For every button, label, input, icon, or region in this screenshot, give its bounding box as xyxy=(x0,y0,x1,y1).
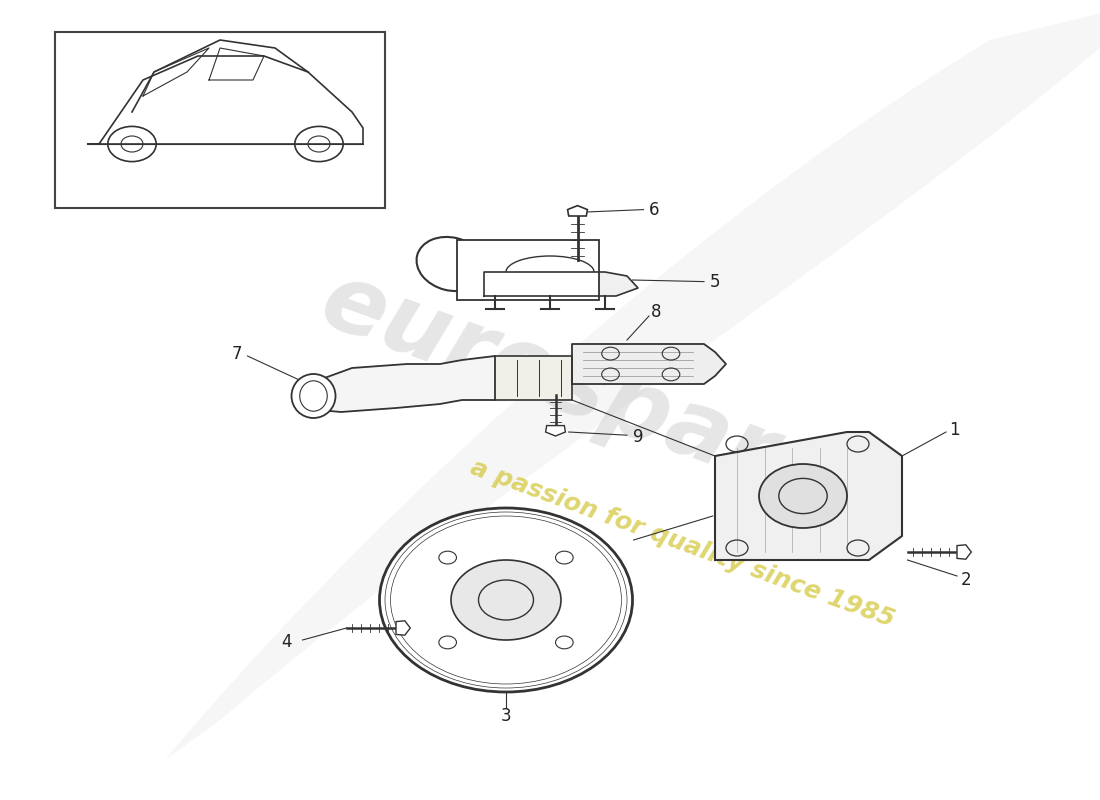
Text: 1: 1 xyxy=(949,421,960,438)
Polygon shape xyxy=(396,621,410,635)
Text: 4: 4 xyxy=(280,634,292,651)
Text: 9: 9 xyxy=(632,428,644,446)
Ellipse shape xyxy=(292,374,336,418)
Polygon shape xyxy=(568,206,587,216)
PathPatch shape xyxy=(165,0,1100,760)
Text: 5: 5 xyxy=(710,273,720,290)
Circle shape xyxy=(759,464,847,528)
Circle shape xyxy=(379,508,632,692)
Text: 6: 6 xyxy=(649,201,660,218)
Text: 3: 3 xyxy=(500,707,512,725)
Circle shape xyxy=(451,560,561,640)
Text: 7: 7 xyxy=(231,345,242,362)
Text: 2: 2 xyxy=(960,571,971,589)
Polygon shape xyxy=(495,356,572,400)
Polygon shape xyxy=(297,356,495,412)
Polygon shape xyxy=(546,426,565,436)
FancyBboxPatch shape xyxy=(55,32,385,208)
Text: 8: 8 xyxy=(651,303,662,321)
Polygon shape xyxy=(715,432,902,560)
Polygon shape xyxy=(572,344,726,384)
Polygon shape xyxy=(484,272,638,296)
Text: eurospares: eurospares xyxy=(308,254,902,546)
Text: a passion for quality since 1985: a passion for quality since 1985 xyxy=(466,456,898,632)
FancyBboxPatch shape xyxy=(456,240,600,300)
Polygon shape xyxy=(957,545,971,559)
